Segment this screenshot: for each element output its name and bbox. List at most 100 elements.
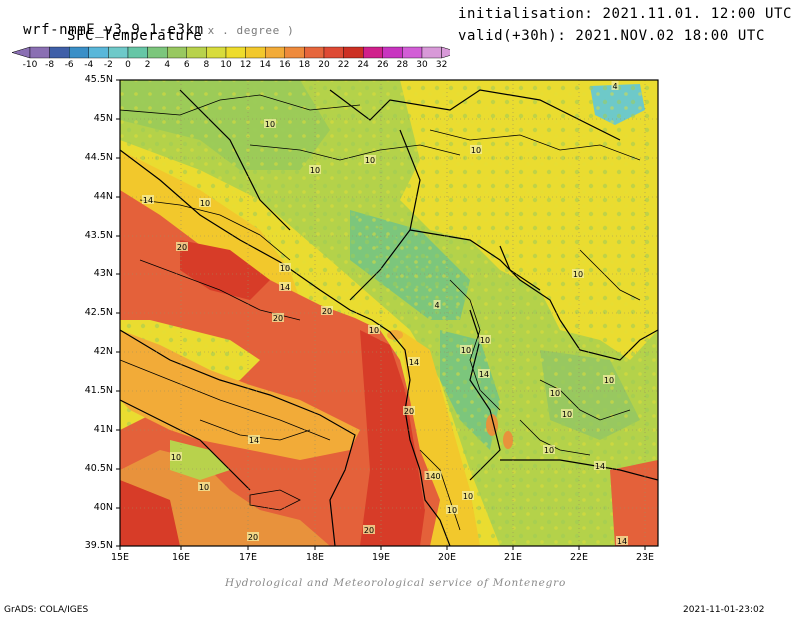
y-axis-label: 45N xyxy=(93,113,113,124)
contour-label: 10 xyxy=(447,506,457,515)
colorbar-label: -4 xyxy=(84,60,94,70)
colorbar-label: 4 xyxy=(164,60,171,70)
sea-warm-core xyxy=(360,330,425,546)
contour-label: 20 xyxy=(177,243,187,252)
contour-label-bg xyxy=(478,369,490,378)
contour-label: 10 xyxy=(550,389,560,398)
footer-software: GrADS: COLA/IGES xyxy=(4,605,89,615)
contour-label-bg xyxy=(279,282,291,291)
colorbar-label: 32 xyxy=(435,60,448,70)
contour-label-bg xyxy=(142,195,154,204)
contour-label: 10 xyxy=(461,346,471,355)
contour-label: 10 xyxy=(369,326,379,335)
calabria-green xyxy=(170,440,230,480)
valid-time: valid(+30h): 2021.NOV.02 18:00 UTC xyxy=(458,28,765,44)
footer-timestamp: 2021-11-01-23:02 xyxy=(683,605,765,615)
borders xyxy=(120,89,658,546)
contour-label-bg xyxy=(424,471,442,480)
warm-band-coast xyxy=(120,150,330,320)
y-axis-label: 39.5N xyxy=(84,540,113,551)
contour-label: 20 xyxy=(248,533,258,542)
contour-label-bg xyxy=(616,536,628,545)
y-axis-label: 45.5N xyxy=(84,74,113,85)
contour-label-bg xyxy=(403,406,415,415)
colorbar-label: 26 xyxy=(377,60,389,70)
contour-label-bg xyxy=(363,525,375,534)
contour-label-bg xyxy=(433,300,441,309)
contour-labels: 10 10 10 10 14 10 20 10 14 20 20 10 14 14 10 10 4 10 10 10 1… xyxy=(142,81,628,546)
warm-band-albania xyxy=(400,330,480,546)
y-axis-label: 40N xyxy=(93,502,113,513)
colorbar-label: 30 xyxy=(416,60,428,70)
contour-label-bg xyxy=(364,155,376,164)
init-time: initialisation: 2021.11.01. 12:00 UTC xyxy=(458,6,793,22)
contour-label-bg xyxy=(549,388,561,397)
contour-label: 20 xyxy=(404,407,414,416)
colorbar-label: 6 xyxy=(183,60,190,70)
contour-label: 10 xyxy=(280,264,290,273)
contour-label-bg xyxy=(479,335,491,344)
colorbar-label: -6 xyxy=(64,60,74,70)
colorbar-label: -8 xyxy=(45,60,55,70)
tick-marks xyxy=(116,79,646,550)
contour-label: 14 xyxy=(595,462,605,471)
y-axis-label: 43N xyxy=(93,268,113,279)
x-axis-label: 19E xyxy=(371,552,391,563)
lake-prespa xyxy=(503,431,513,449)
y-axis-label: 40.5N xyxy=(84,463,113,474)
contour-label: 10 xyxy=(604,376,614,385)
x-axis-label: 21E xyxy=(503,552,523,563)
contour-label-bg xyxy=(572,269,584,278)
texture-2 xyxy=(350,210,470,320)
contour-label: 10 xyxy=(463,492,473,501)
contour-label-bg xyxy=(176,242,188,251)
contour-label-bg xyxy=(611,81,619,90)
contour-label: 14 xyxy=(249,436,259,445)
colorbar-label: 16 xyxy=(279,60,291,70)
contour-label: 10 xyxy=(544,446,554,455)
x-axis-label: 22E xyxy=(569,552,589,563)
colorbar-label: 0 xyxy=(125,60,131,70)
contour-label: 14 xyxy=(143,196,153,205)
ionian-warm xyxy=(120,480,180,546)
contour-label-bg xyxy=(446,505,458,514)
contour-label-bg xyxy=(321,306,333,315)
contour-label: 14 xyxy=(617,537,627,546)
colorbar-label: 10 xyxy=(220,60,232,70)
model-title: wrf-nmmE_v3.9.1-e3km x . degree ) xyxy=(5,6,294,38)
contour-label-bg xyxy=(248,435,260,444)
grid-lines xyxy=(120,80,658,546)
contour-label-bg xyxy=(199,198,211,207)
x-axis-label: 18E xyxy=(305,552,325,563)
contour-label-bg xyxy=(264,119,276,128)
colorbar-label: 2 xyxy=(144,60,151,70)
colorbar-high-arrow xyxy=(441,46,450,59)
contour-label: 14 xyxy=(280,283,290,292)
y-axis-label: 43.5N xyxy=(84,230,113,241)
italy-land xyxy=(120,330,360,460)
contour-label-bg xyxy=(594,461,606,470)
y-axis-label: 41.5N xyxy=(84,385,113,396)
sea-warm-north xyxy=(180,240,270,300)
contour-label: 4 xyxy=(434,301,439,310)
colorbar-label: 28 xyxy=(396,60,409,70)
contour-label-bg xyxy=(462,491,474,500)
y-axis-label: 44N xyxy=(93,191,113,202)
projection-label: x . degree ) xyxy=(207,24,295,37)
contour-label-bg xyxy=(170,452,182,461)
y-axis-label: 41N xyxy=(93,424,113,435)
contour-label: 4 xyxy=(612,82,617,91)
contour-label-bg xyxy=(368,325,380,334)
contour-label: 10 xyxy=(171,453,181,462)
colorbar-label: 22 xyxy=(337,60,350,70)
contour-label-bg xyxy=(561,409,573,418)
colorbar-label: -10 xyxy=(22,60,38,70)
y-axis-label: 42N xyxy=(93,346,113,357)
contour-label: 14 xyxy=(479,370,489,379)
colorbar-label: 20 xyxy=(318,60,330,70)
contour-label: 10 xyxy=(265,120,275,129)
colorbar xyxy=(11,46,450,59)
contour-label-bg xyxy=(408,357,420,366)
colorbar-labels: -10 -8 -6 -4 -2 0 2 4 6 8 10 12 14 16 18 20 22 24 26 28 30 32 xyxy=(0,60,450,74)
